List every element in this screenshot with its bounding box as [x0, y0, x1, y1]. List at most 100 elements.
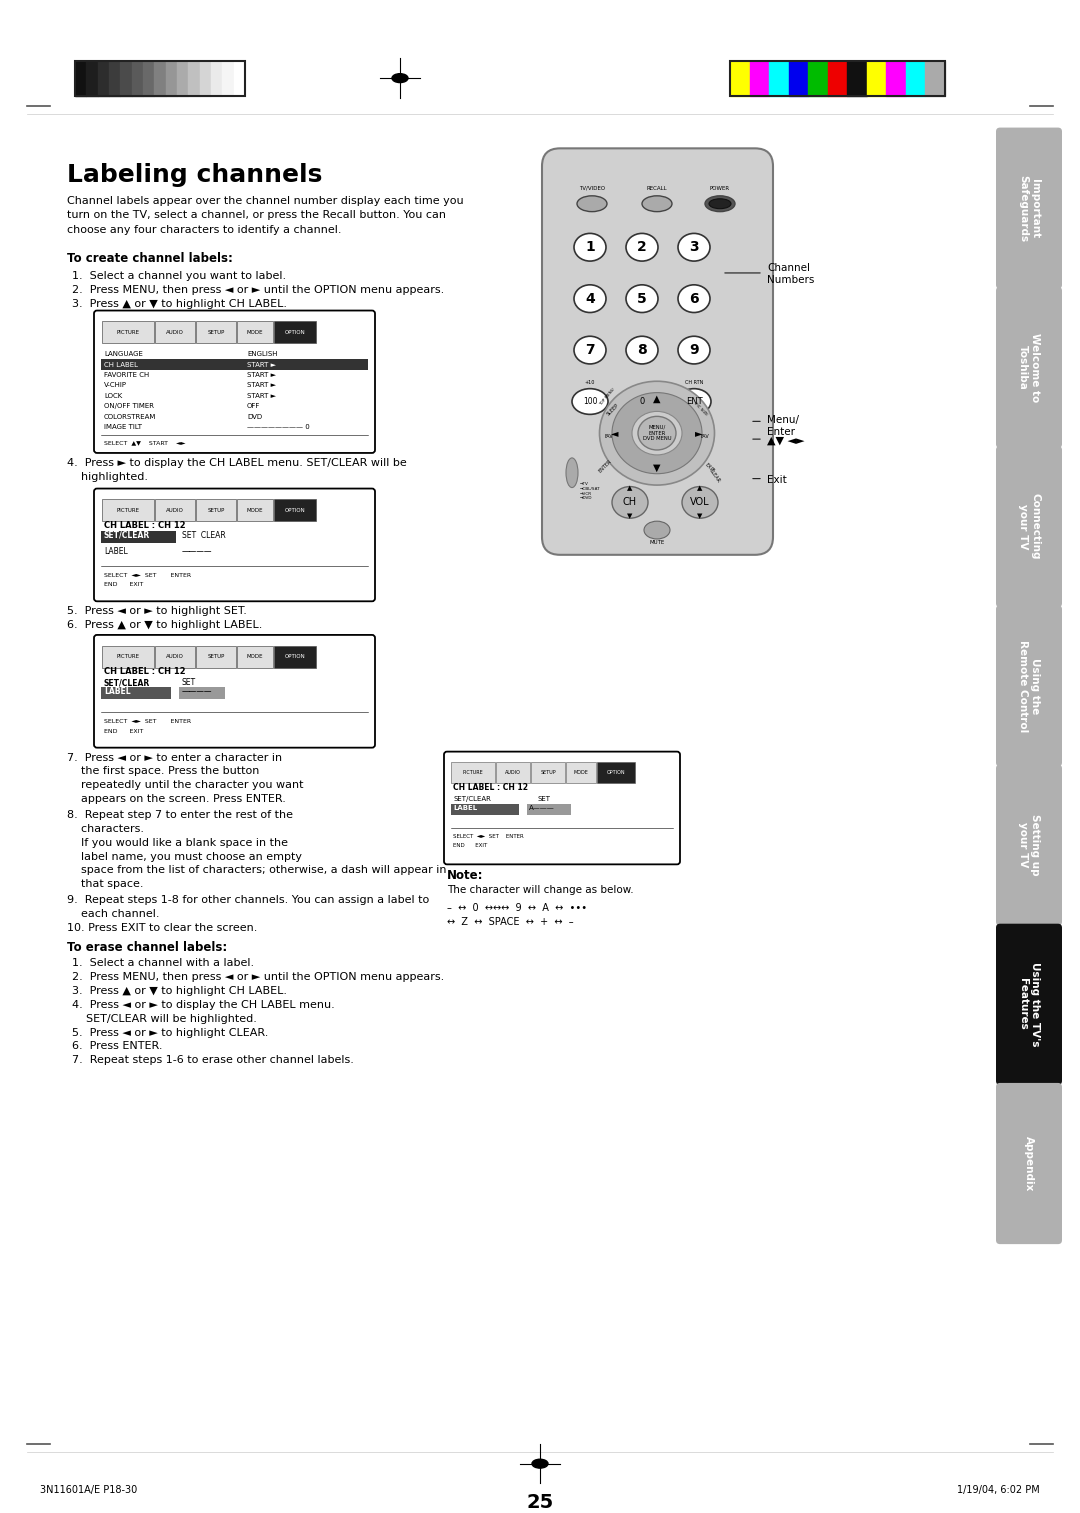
Text: OPTION: OPTION [607, 770, 625, 775]
Text: LOCK: LOCK [104, 393, 122, 399]
Text: PICTURE: PICTURE [462, 770, 484, 775]
Text: CH LABEL : CH 12: CH LABEL : CH 12 [104, 520, 186, 530]
Text: 3.  Press ▲ or ▼ to highlight CH LABEL.: 3. Press ▲ or ▼ to highlight CH LABEL. [72, 986, 287, 996]
Text: appears on the screen. Press ENTER.: appears on the screen. Press ENTER. [67, 794, 286, 803]
Bar [120, 62, 132, 95]
Bar [211, 62, 222, 95]
Text: that space.: that space. [67, 879, 144, 890]
Text: EXIT: EXIT [703, 463, 715, 474]
Bar [848, 62, 867, 95]
Bar [109, 62, 120, 95]
Bar [179, 687, 225, 699]
Text: 5.  Press ◄ or ► to highlight SET.: 5. Press ◄ or ► to highlight SET. [67, 607, 247, 616]
Text: PIC SIZE: PIC SIZE [693, 401, 708, 416]
Text: The character will change as below.: The character will change as below. [447, 885, 634, 896]
Bar [887, 62, 906, 95]
Bar [143, 62, 154, 95]
Text: VOL: VOL [690, 498, 710, 507]
Text: MODE: MODE [246, 330, 264, 334]
Text: 100: 100 [583, 396, 597, 405]
Ellipse shape [678, 284, 710, 313]
Text: SELECT  ◄►  SET       ENTER: SELECT ◄► SET ENTER [104, 572, 191, 578]
Text: CH RTN: CH RTN [685, 380, 703, 384]
FancyBboxPatch shape [996, 764, 1062, 926]
Text: 2.  Press MENU, then press ◄ or ► until the OPTION menu appears.: 2. Press MENU, then press ◄ or ► until t… [72, 973, 444, 982]
Text: DVD: DVD [247, 413, 262, 419]
Text: highlighted.: highlighted. [67, 472, 148, 481]
Text: Menu/
Enter: Menu/ Enter [767, 416, 799, 437]
Text: SET/CLEAR: SET/CLEAR [104, 678, 150, 687]
Text: MODE: MODE [246, 654, 264, 660]
Bar [496, 761, 530, 784]
Text: ▼: ▼ [627, 513, 633, 519]
Bar [97, 62, 109, 95]
Text: SETUP: SETUP [540, 770, 556, 775]
Bar [233, 62, 245, 95]
Text: CH: CH [623, 498, 637, 507]
Text: SET: SET [183, 678, 197, 687]
Text: PICTURE: PICTURE [117, 508, 139, 513]
Text: START ►: START ► [247, 383, 276, 389]
Bar [102, 499, 154, 520]
Bar [769, 62, 788, 95]
Bar [597, 761, 635, 784]
Text: START ►: START ► [247, 393, 276, 399]
Text: 2: 2 [637, 241, 647, 254]
FancyBboxPatch shape [996, 605, 1062, 767]
Text: 1/19/04, 6:02 PM: 1/19/04, 6:02 PM [957, 1486, 1040, 1495]
Ellipse shape [566, 458, 578, 487]
Ellipse shape [612, 487, 648, 519]
Bar [274, 321, 316, 343]
Text: Important
Safeguards: Important Safeguards [1017, 174, 1040, 242]
Text: ▼: ▼ [653, 463, 661, 472]
Bar [566, 761, 596, 784]
Ellipse shape [705, 195, 735, 212]
Text: AUDIO: AUDIO [166, 330, 184, 334]
Text: MODE: MODE [246, 508, 264, 513]
Bar [730, 62, 750, 95]
Text: 5: 5 [637, 292, 647, 306]
Text: OPTION: OPTION [285, 508, 306, 513]
FancyBboxPatch shape [996, 446, 1062, 607]
Text: Connecting
your TV: Connecting your TV [1017, 493, 1040, 560]
Text: SETUP: SETUP [207, 508, 225, 513]
Ellipse shape [644, 520, 670, 539]
Text: Setting up
your TV: Setting up your TV [1017, 814, 1040, 876]
Text: 1.  Select a channel you want to label.: 1. Select a channel you want to label. [72, 271, 286, 281]
Text: each channel.: each channel. [67, 909, 160, 918]
Text: COLORSTREAM: COLORSTREAM [104, 413, 157, 419]
Ellipse shape [638, 416, 676, 449]
Text: CH LABEL : CH 12: CH LABEL : CH 12 [453, 784, 528, 793]
Ellipse shape [626, 336, 658, 365]
Ellipse shape [573, 336, 606, 365]
Text: IMAGE TILT: IMAGE TILT [104, 424, 141, 430]
Text: END      EXIT: END EXIT [104, 729, 144, 734]
Text: OPTION: OPTION [285, 654, 306, 660]
Text: ON/OFF TIMER: ON/OFF TIMER [104, 404, 154, 409]
Bar [222, 62, 233, 95]
Bar [274, 499, 316, 520]
Text: OFF: OFF [247, 404, 260, 409]
Text: PICTURE: PICTURE [117, 654, 139, 660]
Text: SELECT  ◄►  SET       ENTER: SELECT ◄► SET ENTER [104, 719, 191, 723]
Ellipse shape [708, 198, 731, 209]
Text: 9.  Repeat steps 1-8 for other channels. You can assign a label to: 9. Repeat steps 1-8 for other channels. … [67, 896, 429, 905]
Bar [531, 761, 565, 784]
Text: 25: 25 [526, 1493, 554, 1513]
Text: 3: 3 [689, 241, 699, 254]
Bar [195, 499, 237, 520]
Text: TOP MENU: TOP MENU [598, 387, 616, 407]
Bar [451, 761, 495, 784]
Text: 7.  Repeat steps 1-6 to erase other channel labels.: 7. Repeat steps 1-6 to erase other chann… [72, 1055, 354, 1065]
Text: label name, you must choose an empty: label name, you must choose an empty [67, 852, 302, 861]
Text: TV/VIDEO: TV/VIDEO [579, 186, 605, 191]
FancyBboxPatch shape [94, 489, 375, 601]
Text: 2.  Press MENU, then press ◄ or ► until the OPTION menu appears.: 2. Press MENU, then press ◄ or ► until t… [72, 284, 444, 295]
Text: 1.  Select a channel with a label.: 1. Select a channel with a label. [72, 958, 254, 968]
Bar [75, 62, 245, 95]
Ellipse shape [532, 1459, 548, 1468]
Text: Using the TV's
Features: Using the TV's Features [1017, 962, 1040, 1047]
Bar [156, 646, 195, 667]
Text: 8.  Repeat step 7 to enter the rest of the: 8. Repeat step 7 to enter the rest of th… [67, 809, 293, 820]
Text: ▲▼ ◄►: ▲▼ ◄► [767, 436, 805, 445]
